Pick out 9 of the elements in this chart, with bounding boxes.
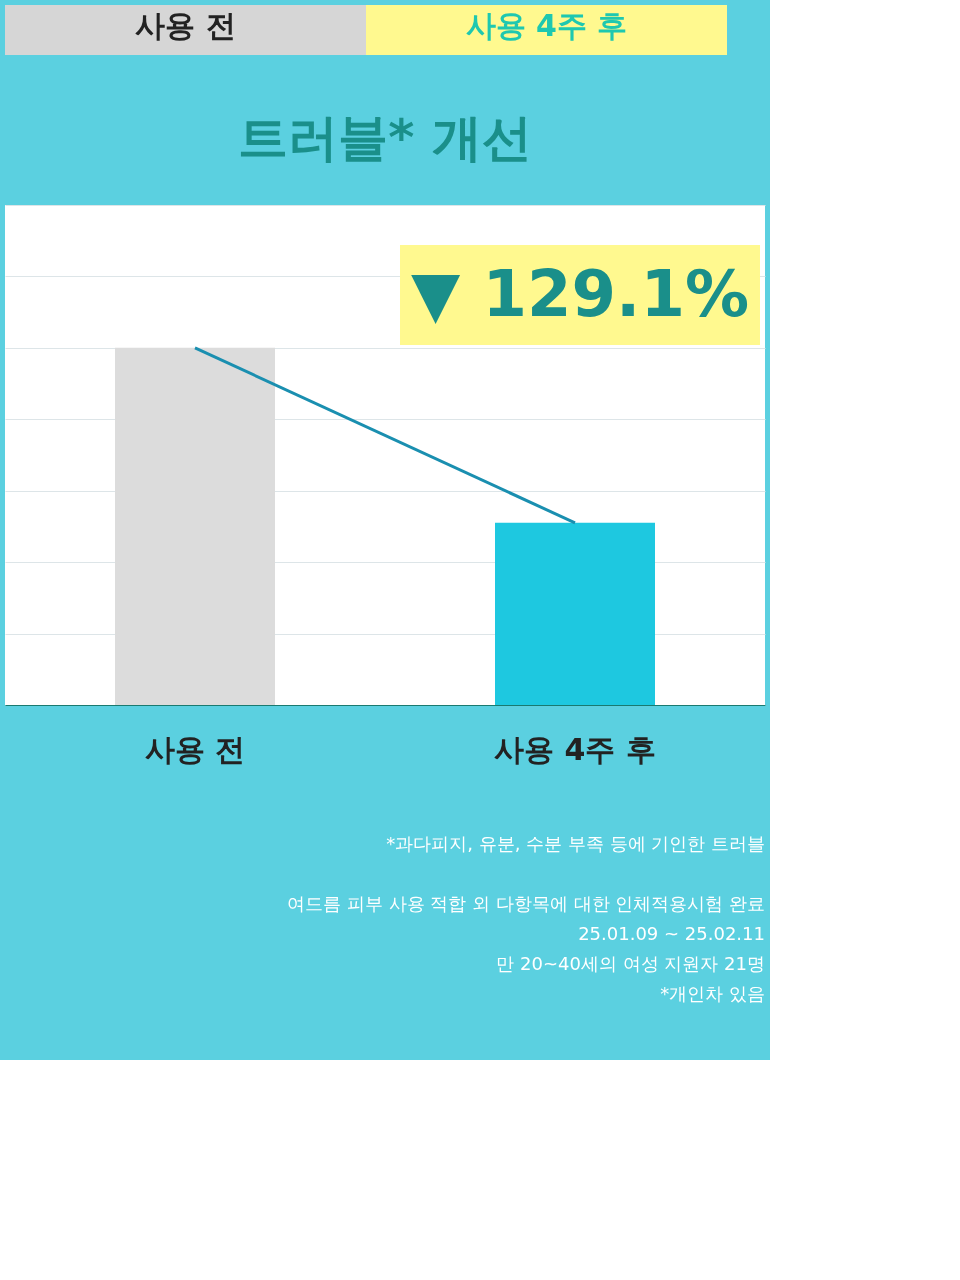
text: ▼ 129.1% (410, 257, 750, 331)
text: 여드름 피부 사용 적합 외 다항목에 대한 인체적용시험 완료 (287, 893, 765, 914)
text: *개인차 있음 (660, 983, 765, 1004)
text: 사용 전 (135, 8, 236, 43)
text: *과다피지, 유분, 수분 부족 등에 기인한 트러블 (386, 833, 765, 854)
text: 사용 4주 후 (465, 8, 628, 43)
text: 만 20~40세의 여성 지원자 21명 (496, 953, 765, 974)
text: 25.01.09 ~ 25.02.11 (578, 923, 765, 944)
chart-title: 트러블* 개선 (238, 109, 532, 167)
